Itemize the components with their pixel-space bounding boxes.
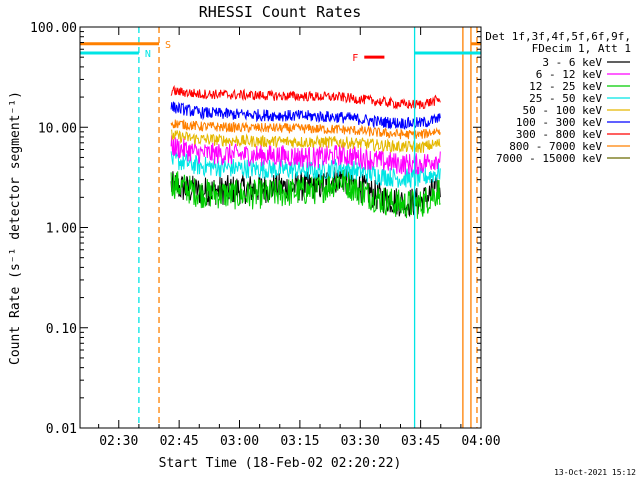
annotation-label-s: S: [165, 40, 171, 51]
x-tick-label: 03:00: [220, 434, 259, 449]
x-tick-label: 03:45: [401, 434, 440, 449]
y-tick-label: 0.10: [46, 322, 77, 337]
legend-item-label: 25 - 50 keV: [529, 92, 602, 105]
legend-item-label: 50 - 100 keV: [523, 104, 603, 117]
legend-header-line: FDecim 1, Att 1: [532, 42, 631, 55]
axis-layer: 02:30 02:45 03:00 03:15 03:30 03:45 04:00 0.01 0…: [30, 21, 501, 449]
legend-header-line: Det 1f,3f,4f,5f,6f,9f,: [485, 30, 631, 43]
series-line-6-12-kev: [170, 135, 441, 175]
legend-item-label: 3 - 6 keV: [542, 56, 602, 69]
x-tick-label: 02:30: [99, 434, 138, 449]
legend-item-label: 6 - 12 keV: [536, 68, 603, 81]
series-line-300-800-kev: [170, 85, 441, 111]
legend-item-label: 300 - 800 keV: [516, 128, 602, 141]
annotation-layer: N S F: [80, 27, 481, 428]
y-tick-label: 100.00: [30, 21, 77, 36]
y-axis-label: Count Rate (s⁻¹ detector segment⁻¹): [8, 91, 23, 365]
plot-frame: [79, 26, 482, 429]
y-tick-label: 1.00: [46, 222, 77, 237]
series-line-50-100-kev: [171, 129, 441, 154]
chart-title: RHESSI Count Rates: [199, 3, 362, 21]
series-line-25-50-kev: [170, 149, 441, 188]
x-tick-label: 04:00: [461, 434, 500, 449]
annotation-label-f: F: [352, 53, 358, 64]
series-line-100-300-kev: [170, 101, 441, 130]
x-tick-label: 02:45: [160, 434, 199, 449]
x-axis-label: Start Time (18-Feb-02 02:20:22): [159, 456, 402, 471]
y-tick-label: 10.00: [38, 121, 77, 136]
series-layer: [170, 85, 441, 219]
legend: Det 1f,3f,4f,5f,6f,9f,FDecim 1, Att 13 -…: [485, 30, 631, 165]
x-tick-label: 03:15: [280, 434, 319, 449]
x-tick-label: 03:30: [341, 434, 380, 449]
footer-timestamp: 13-Oct-2021 15:12: [554, 468, 636, 477]
legend-item-label: 800 - 7000 keV: [509, 140, 602, 153]
y-tick-label: 0.01: [46, 422, 77, 437]
legend-item-label: 100 - 300 keV: [516, 116, 602, 129]
series-line-12-25-kev: [170, 169, 441, 219]
legend-item-label: 12 - 25 keV: [529, 80, 602, 93]
legend-item-label: 7000 - 15000 keV: [496, 152, 602, 165]
series-line-800-7000-kev: [170, 119, 441, 140]
annotation-label-n: N: [145, 49, 151, 60]
